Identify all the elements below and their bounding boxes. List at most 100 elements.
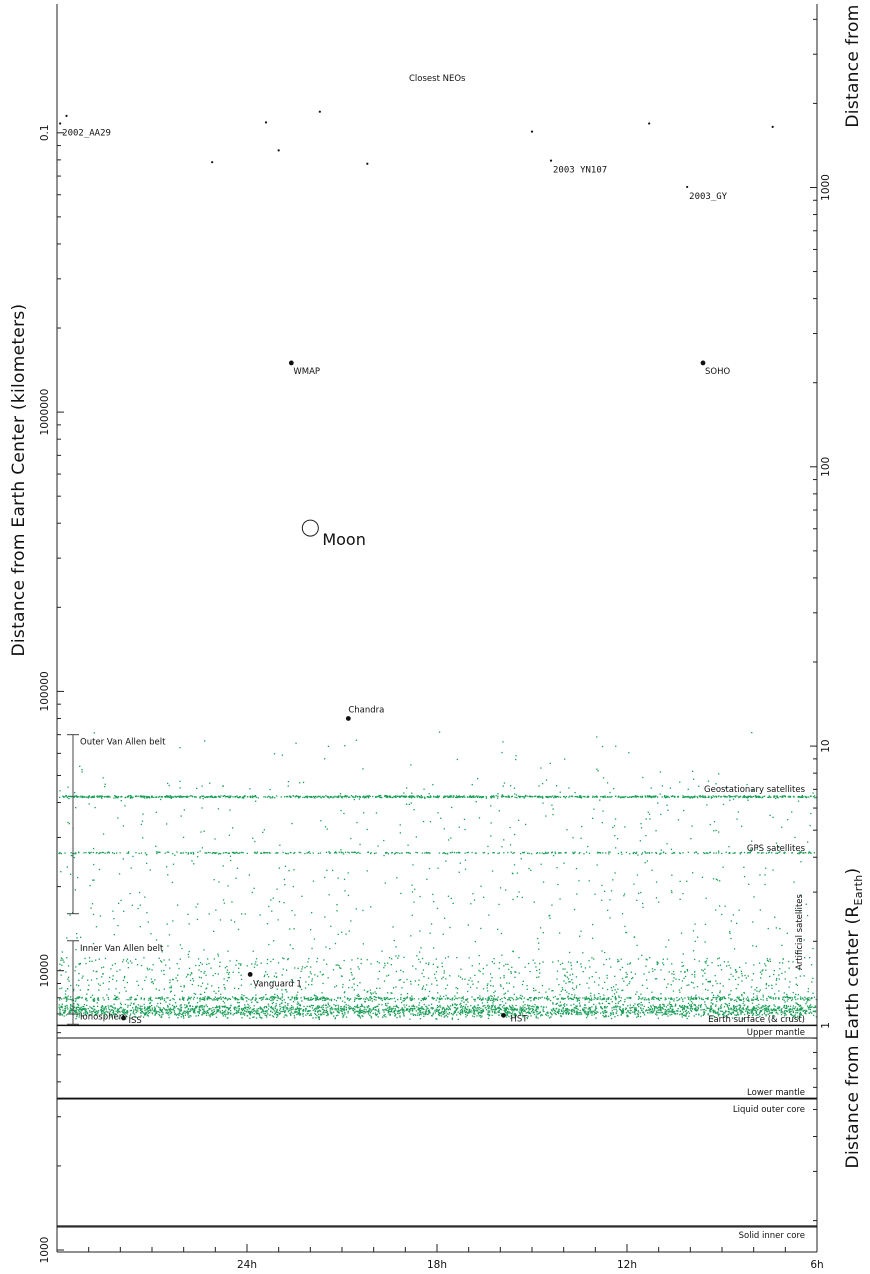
leo-satellite-dot	[609, 1014, 612, 1016]
leo-satellite-dot	[570, 1010, 572, 1012]
geo-satellite-dot	[490, 797, 492, 799]
leo-satellite-dot	[563, 1010, 565, 1012]
leo-satellite-dot	[611, 995, 614, 997]
leo-satellite-dot	[620, 1014, 622, 1016]
geo-satellite-dot	[705, 796, 707, 799]
gps-satellite-dot	[695, 851, 698, 853]
leo-satellite-dot	[186, 1010, 188, 1012]
leo-satellite-dot	[509, 999, 512, 1002]
leo-satellite-dot	[597, 997, 599, 999]
leo-satellite-dot	[166, 997, 168, 999]
geo-satellite-dot	[229, 795, 231, 797]
geo-satellite-dot	[341, 795, 343, 798]
leo-satellite-dot	[256, 1008, 258, 1010]
leo-satellite-dot	[241, 1009, 243, 1011]
leo-satellite-dot	[508, 1015, 510, 1018]
geo-satellite-dot	[797, 796, 799, 798]
geo-satellite-dot	[742, 796, 744, 798]
leo-satellite-dot	[323, 1013, 325, 1015]
leo-satellite-dot	[76, 997, 79, 999]
leo-satellite-dot	[298, 1013, 300, 1015]
meo-satellite-dot	[399, 824, 401, 826]
leo-satellite-dot	[297, 1012, 299, 1014]
leo-satellite-dot	[566, 1011, 568, 1013]
leo-satellite-dot	[724, 1002, 726, 1005]
leo-satellite-dot	[685, 1009, 688, 1011]
leo-satellite-dot	[766, 1010, 768, 1012]
leo-satellite-dot	[594, 1009, 596, 1011]
geo-satellite-dot	[636, 796, 638, 798]
leo-satellite-dot	[751, 1011, 753, 1013]
leo-satellite-dot	[123, 1008, 125, 1010]
leo-satellite-dot	[615, 999, 617, 1001]
gps-satellite-dot	[596, 852, 599, 854]
leo-satellite-dot	[320, 1006, 323, 1009]
leo-satellite-dot	[605, 1007, 607, 1009]
geo-satellite-dot	[607, 796, 609, 798]
leo-satellite-dot	[653, 1005, 655, 1008]
leo-satellite-dot	[632, 1011, 634, 1013]
leo-satellite-dot	[720, 1004, 723, 1006]
geo-satellite-dot	[698, 795, 701, 797]
leo-satellite-dot	[182, 1013, 184, 1015]
leo-satellite-dot	[461, 1011, 463, 1013]
geo-satellite-dot	[339, 795, 342, 797]
leo-satellite-dot	[292, 1012, 294, 1014]
leo-satellite-dot	[590, 997, 593, 999]
leo-satellite-dot	[574, 1011, 576, 1013]
leo-satellite-dot	[717, 1015, 720, 1017]
geo-satellite-dot	[473, 795, 475, 797]
gps-satellite-dot	[138, 852, 140, 855]
leo-satellite-dot	[276, 1011, 278, 1013]
leo-satellite-dot	[573, 1009, 576, 1012]
leo-satellite-dot	[399, 1009, 401, 1011]
leo-satellite-dot	[576, 1012, 578, 1014]
leo-satellite-dot	[482, 1009, 484, 1012]
leo-satellite-dot	[199, 997, 202, 999]
meo-satellite-dot	[336, 910, 338, 912]
geo-satellite-dot	[783, 795, 785, 797]
leo-satellite-dot	[501, 997, 503, 1000]
geo-satellite-dot	[129, 797, 132, 799]
leo-satellite-dot	[745, 1010, 747, 1012]
leo-satellite-dot	[567, 1009, 569, 1011]
leo-satellite-dot	[104, 1007, 106, 1009]
geo-satellite-dot	[453, 795, 455, 797]
leo-satellite-dot	[428, 1010, 431, 1012]
geo-satellite-dot	[405, 795, 407, 797]
gps-satellite-dot	[493, 852, 495, 854]
leo-satellite-dot	[112, 1011, 114, 1013]
geo-satellite-dot	[799, 796, 801, 798]
gps-satellite-dot	[709, 851, 711, 853]
leo-satellite-dot	[591, 1006, 593, 1008]
leo-satellite-dot	[67, 995, 69, 997]
gps-satellite-dot	[798, 853, 800, 855]
leo-satellite-dot	[275, 1011, 277, 1014]
leo-satellite-dot	[109, 1013, 111, 1015]
leo-satellite-dot	[465, 1011, 467, 1013]
leo-satellite-dot	[718, 995, 720, 998]
leo-satellite-dot	[765, 1007, 767, 1009]
gps-satellite-dot	[214, 852, 216, 854]
leo-satellite-dot	[294, 1009, 296, 1011]
leo-satellite-dot	[322, 1009, 324, 1011]
leo-satellite-dot	[690, 1009, 692, 1012]
geo-satellite-dot	[548, 796, 550, 798]
leo-satellite-dot	[511, 1009, 513, 1011]
leo-satellite-dot	[279, 1009, 281, 1011]
leo-satellite-dot	[517, 998, 519, 1000]
leo-satellite-dot	[84, 1011, 86, 1013]
leo-satellite-dot	[158, 997, 160, 999]
gps-satellite-dot	[64, 852, 66, 854]
geo-satellite-dot	[690, 796, 692, 798]
geo-satellite-dot	[452, 796, 454, 798]
geo-satellite-dot	[403, 796, 405, 798]
meo-satellite-dot	[167, 874, 169, 876]
meo-satellite-dot	[761, 973, 763, 975]
leo-satellite-dot	[295, 996, 297, 998]
geo-satellite-dot	[311, 796, 313, 799]
meo-satellite-dot	[601, 950, 603, 952]
gps-satellite-dot	[544, 852, 546, 855]
leo-satellite-dot	[201, 1007, 203, 1009]
leo-satellite-dot	[691, 1006, 693, 1008]
